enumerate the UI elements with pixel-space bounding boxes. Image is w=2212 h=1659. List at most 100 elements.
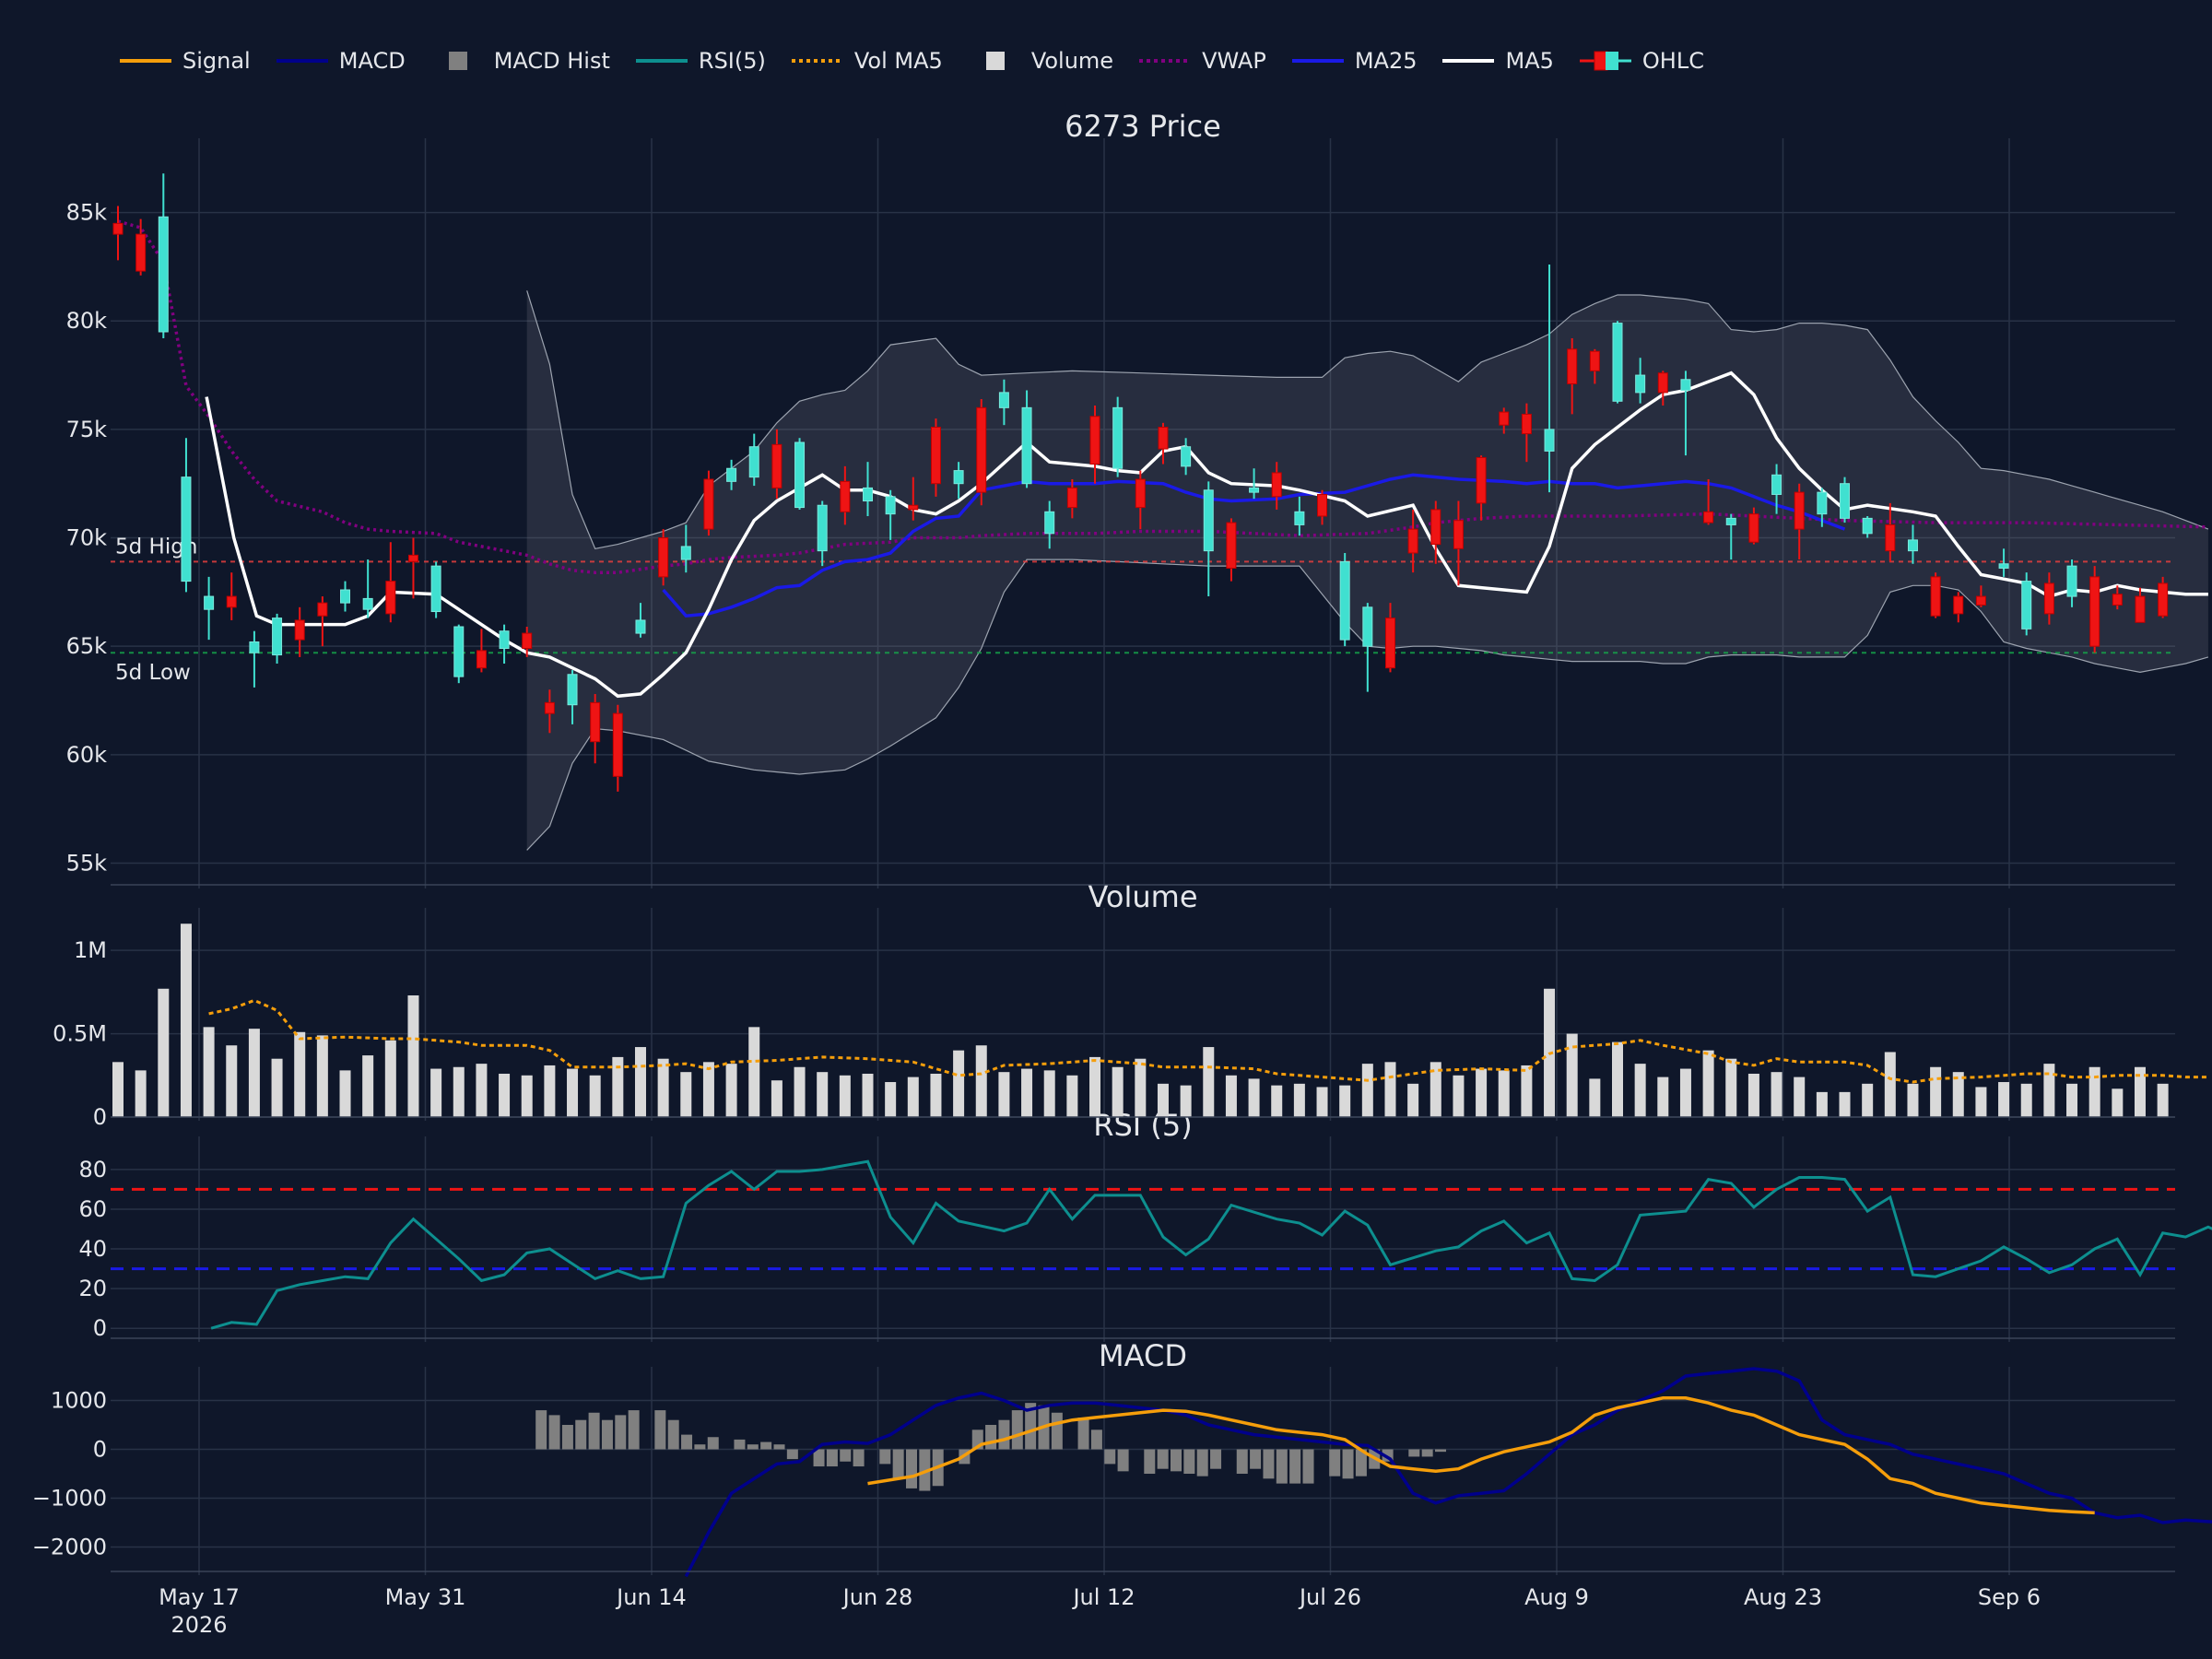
volume-bar bbox=[748, 1027, 760, 1117]
volume-bar bbox=[1884, 1052, 1896, 1117]
legend-item-macd-hist[interactable]: MACD Hist bbox=[429, 48, 610, 74]
volume-bar bbox=[1293, 1083, 1305, 1117]
candle-body bbox=[1384, 618, 1395, 669]
candle bbox=[953, 462, 964, 500]
candle-body bbox=[158, 216, 169, 333]
legend-label: MACD Hist bbox=[493, 48, 610, 74]
legend-item-macd[interactable]: MACD bbox=[275, 48, 406, 74]
candle-body bbox=[1544, 429, 1555, 452]
candle-body bbox=[1203, 489, 1214, 552]
macd-hist-bar bbox=[853, 1449, 865, 1467]
candle bbox=[1089, 406, 1100, 484]
legend-item-signal[interactable]: Signal bbox=[118, 48, 251, 74]
bollinger-upper-line bbox=[526, 290, 2209, 549]
volume-bar bbox=[2112, 1088, 2124, 1117]
volume-bar bbox=[1066, 1075, 1078, 1117]
y-tick-label: 0 bbox=[93, 1437, 107, 1463]
five-day-low-label: 5d Low bbox=[115, 661, 191, 685]
legend-label: VWAP bbox=[1202, 48, 1266, 74]
legend-symbol bbox=[448, 52, 467, 70]
candle-body bbox=[362, 597, 373, 610]
x-tick-label: May 17 bbox=[159, 1584, 240, 1610]
legend-item-vwap[interactable]: VWAP bbox=[1137, 48, 1266, 74]
candle bbox=[1271, 462, 1282, 510]
volume-bar bbox=[1589, 1078, 1601, 1117]
candle bbox=[862, 462, 873, 516]
volume-bar bbox=[2134, 1066, 2146, 1117]
y-tick-label: 0.5M bbox=[53, 1021, 107, 1047]
candle bbox=[1635, 358, 1646, 404]
legend-item-ma25[interactable]: MA25 bbox=[1290, 48, 1417, 74]
macd-hist-bar bbox=[840, 1449, 852, 1462]
candle-body bbox=[1158, 427, 1169, 450]
volume-bar bbox=[316, 1035, 328, 1117]
signal-line bbox=[867, 1396, 2095, 1515]
candle-body bbox=[499, 630, 510, 650]
volume-bar bbox=[1203, 1047, 1215, 1117]
volume-bar bbox=[634, 1047, 646, 1117]
candle-body bbox=[1748, 513, 1759, 543]
macd-hist-bar bbox=[1276, 1449, 1288, 1484]
macd-hist-bar bbox=[1117, 1449, 1129, 1472]
legend-item-ma5[interactable]: MA5 bbox=[1441, 48, 1554, 74]
macd-hist-bar bbox=[1171, 1449, 1182, 1472]
candle-body bbox=[1453, 520, 1464, 549]
y-tick-label: 60k bbox=[66, 742, 108, 768]
legend-symbol bbox=[635, 59, 688, 63]
candle-body bbox=[1430, 509, 1441, 546]
macd-hist-bar bbox=[1183, 1449, 1195, 1474]
candle-body bbox=[1294, 511, 1305, 525]
macd-hist-bar bbox=[1157, 1449, 1169, 1469]
volume-bar bbox=[158, 988, 170, 1117]
candle bbox=[1840, 477, 1851, 524]
candle-body bbox=[1725, 517, 1736, 525]
macd-hist-bar bbox=[1090, 1430, 1102, 1450]
legend-item-volume[interactable]: Volume bbox=[967, 48, 1113, 74]
y-tick-label: 70k bbox=[66, 525, 108, 551]
candle-body bbox=[590, 701, 601, 743]
legend-label: Volume bbox=[1030, 48, 1114, 74]
candle-body bbox=[1181, 446, 1192, 467]
x-tick-label: Jul 26 bbox=[1298, 1584, 1361, 1610]
candle bbox=[385, 542, 396, 623]
volume-bar bbox=[1430, 1062, 1441, 1117]
macd-histogram bbox=[535, 1403, 1446, 1491]
legend-item-ohlc[interactable]: OHLC bbox=[1578, 48, 1704, 74]
candle-body bbox=[1476, 456, 1487, 504]
candle bbox=[2066, 559, 2077, 607]
candle bbox=[1657, 371, 1668, 406]
candle-body bbox=[953, 470, 964, 485]
y-tick-label: 55k bbox=[66, 850, 108, 876]
candle-body bbox=[204, 595, 215, 610]
candle bbox=[1407, 509, 1418, 573]
candle-body bbox=[1703, 511, 1714, 524]
candle-body bbox=[1089, 416, 1100, 465]
legend-symbol bbox=[276, 59, 328, 63]
candle bbox=[1817, 488, 1828, 527]
x-tick-label: Aug 23 bbox=[1744, 1584, 1822, 1610]
x-tick-label: Jun 14 bbox=[615, 1584, 687, 1610]
candle bbox=[680, 524, 691, 573]
legend-item-rsi-5-[interactable]: RSI(5) bbox=[634, 48, 766, 74]
volume-bar bbox=[1135, 1058, 1147, 1117]
candle bbox=[249, 630, 260, 688]
legend-label: MACD bbox=[338, 48, 406, 74]
volume-bar bbox=[203, 1027, 215, 1117]
candle-body bbox=[1840, 483, 1851, 519]
macd-hist-bar bbox=[694, 1444, 706, 1450]
legend-item-vol-ma5[interactable]: Vol MA5 bbox=[790, 48, 943, 74]
volume-bar bbox=[1271, 1085, 1283, 1117]
candle bbox=[1567, 338, 1578, 415]
candle bbox=[522, 627, 533, 657]
chart-legend[interactable]: Signal MACD MACD Hist RSI(5) Vol MA5 Volume VW… bbox=[118, 44, 1728, 77]
candle bbox=[1953, 592, 1964, 623]
legend-label: OHLC bbox=[1641, 48, 1704, 74]
candle bbox=[703, 470, 714, 536]
volume-bar bbox=[1679, 1068, 1691, 1117]
macd-hist-bar bbox=[760, 1441, 772, 1450]
candle bbox=[1066, 479, 1077, 519]
legend-label: Vol MA5 bbox=[853, 48, 943, 74]
candle bbox=[1544, 265, 1555, 493]
volume-bar bbox=[112, 1062, 124, 1117]
candle-body bbox=[726, 467, 737, 482]
